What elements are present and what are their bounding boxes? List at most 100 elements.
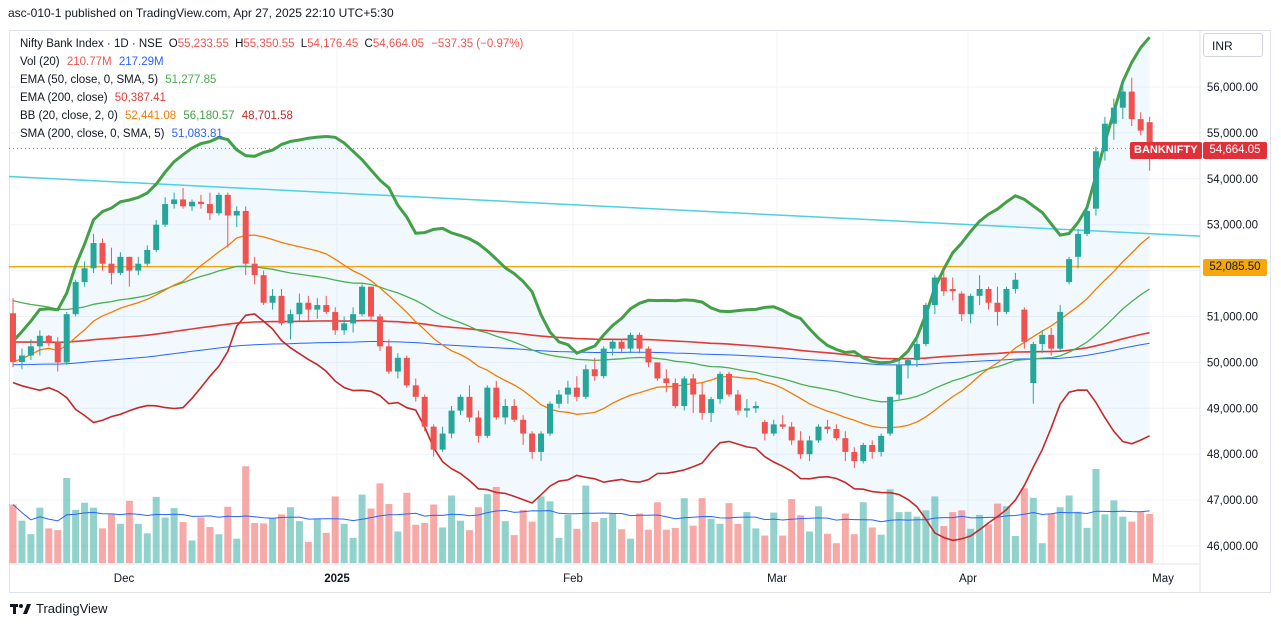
ema50-line xyxy=(12,265,1150,403)
volume-bar xyxy=(1110,500,1118,563)
candle-body xyxy=(1137,119,1144,131)
volume-bar xyxy=(278,514,285,563)
volume-bar xyxy=(340,523,348,563)
volume-bar xyxy=(27,534,35,563)
legend-bb-upper: 56,180.57 xyxy=(183,110,235,122)
volume-bar xyxy=(1146,513,1154,563)
legend-close: 54,664.05 xyxy=(372,38,425,50)
volume-bar xyxy=(815,506,822,563)
candle-body xyxy=(260,275,267,303)
candle-body xyxy=(296,302,303,315)
volume-bar xyxy=(1074,511,1082,563)
footer-brand-label: TradingView xyxy=(36,601,108,616)
legend-ema200-value: 50,387.41 xyxy=(114,92,166,104)
volume-bar xyxy=(1101,514,1109,563)
candle-body xyxy=(153,224,160,250)
candle-body xyxy=(1146,122,1153,149)
volume-bar xyxy=(913,516,921,563)
bollinger-fill-area xyxy=(13,37,1150,541)
legend-bb-basis: 52,441.08 xyxy=(125,110,177,122)
candle-body xyxy=(385,346,392,372)
volume-bar xyxy=(823,533,831,563)
volume-bar xyxy=(448,495,456,563)
volume-bar xyxy=(1065,495,1073,563)
legend-ema50-row[interactable]: EMA (50, close, 0, SMA, 5) 51,277.85 xyxy=(20,71,523,89)
legend-close-label: C xyxy=(364,38,373,50)
volume-bar xyxy=(1128,521,1136,563)
volume-bar xyxy=(107,514,115,563)
time-axis[interactable]: Dec 2025 Feb Mar Apr May xyxy=(114,573,1174,585)
price-tick-label: 51,000.00 xyxy=(1207,312,1258,324)
legend-bb-row[interactable]: BB (20, close, 2, 0) 52,441.08 56,180.57… xyxy=(20,107,523,125)
volume-bar xyxy=(662,529,670,563)
volume-bar xyxy=(519,509,527,563)
candle-body xyxy=(1128,91,1135,120)
candle-body xyxy=(269,295,276,303)
trendline xyxy=(8,175,1201,237)
time-tick-label: Feb xyxy=(563,573,583,585)
candlestick-series xyxy=(10,77,1153,468)
volume-bar xyxy=(752,528,760,563)
volume-bar xyxy=(9,504,17,563)
price-tick-label: 54,000.00 xyxy=(1207,174,1258,186)
candle-body xyxy=(206,204,213,214)
volume-bar xyxy=(501,521,509,563)
legend-open: 55,233.55 xyxy=(177,38,229,50)
legend-ema200-row[interactable]: EMA (200, close) 50,387.41 xyxy=(20,89,523,107)
legend-ema50-value: 51,277.85 xyxy=(165,74,217,86)
candle-body xyxy=(1057,311,1064,349)
candle-body xyxy=(824,426,831,429)
volume-bar xyxy=(841,513,849,563)
volume-bar xyxy=(394,531,402,563)
legend-ema50-label: EMA (50, close, 0, SMA, 5) xyxy=(20,74,159,86)
volume-bar xyxy=(922,510,930,563)
candle-body xyxy=(770,424,777,434)
legend-symbol-row[interactable]: Nifty Bank Index · 1D · NSE O55,233.55 H… xyxy=(20,35,523,53)
volume-bar xyxy=(716,523,724,563)
candle-body xyxy=(359,286,366,315)
candle-body xyxy=(368,286,374,317)
volume-bar xyxy=(671,527,679,563)
volume-bar xyxy=(358,494,366,563)
candle-body xyxy=(976,288,983,296)
volume-bar xyxy=(618,529,626,563)
volume-bar xyxy=(734,523,742,563)
candle-body xyxy=(511,406,518,420)
volume-bar xyxy=(430,504,438,563)
volume-bar xyxy=(886,489,894,563)
legend-sma200-row[interactable]: SMA (200, close, 0, SMA, 5) 51,083.81 xyxy=(20,125,523,143)
currency-selector[interactable]: INR xyxy=(1203,33,1263,57)
candle-body xyxy=(63,314,70,363)
volume-bar xyxy=(994,503,1001,563)
indicator-lines xyxy=(8,36,1201,542)
volume-bar xyxy=(644,529,652,563)
volume-bar xyxy=(573,528,581,563)
volume-bar xyxy=(743,512,751,563)
candle-body xyxy=(171,199,178,205)
legend-open-label: O xyxy=(168,38,178,50)
volume-bar xyxy=(949,512,957,563)
volume-bar xyxy=(242,466,250,563)
volume-bar xyxy=(707,518,715,563)
volume-bar xyxy=(636,513,643,563)
candle-body xyxy=(726,373,732,395)
time-tick-label: May xyxy=(1152,573,1174,585)
chart-frame xyxy=(9,30,1271,593)
candle-body xyxy=(931,277,938,306)
volume-bar xyxy=(859,502,867,563)
volume-bar xyxy=(1020,488,1028,563)
candle-body xyxy=(878,435,885,452)
candle-body xyxy=(779,424,786,427)
volume-bar xyxy=(45,528,53,563)
candle-body xyxy=(278,295,285,324)
candle-body xyxy=(99,243,106,264)
volume-bar xyxy=(931,496,939,563)
candle-body xyxy=(636,334,643,349)
volume-bar xyxy=(1011,536,1019,563)
candle-body xyxy=(663,378,670,384)
volume-bar xyxy=(269,518,277,563)
legend-volume-row[interactable]: Vol (20) 210.77M 217.29M xyxy=(20,53,523,71)
volume-bars xyxy=(9,466,1154,563)
footer-brand[interactable]: TradingView xyxy=(10,601,108,616)
